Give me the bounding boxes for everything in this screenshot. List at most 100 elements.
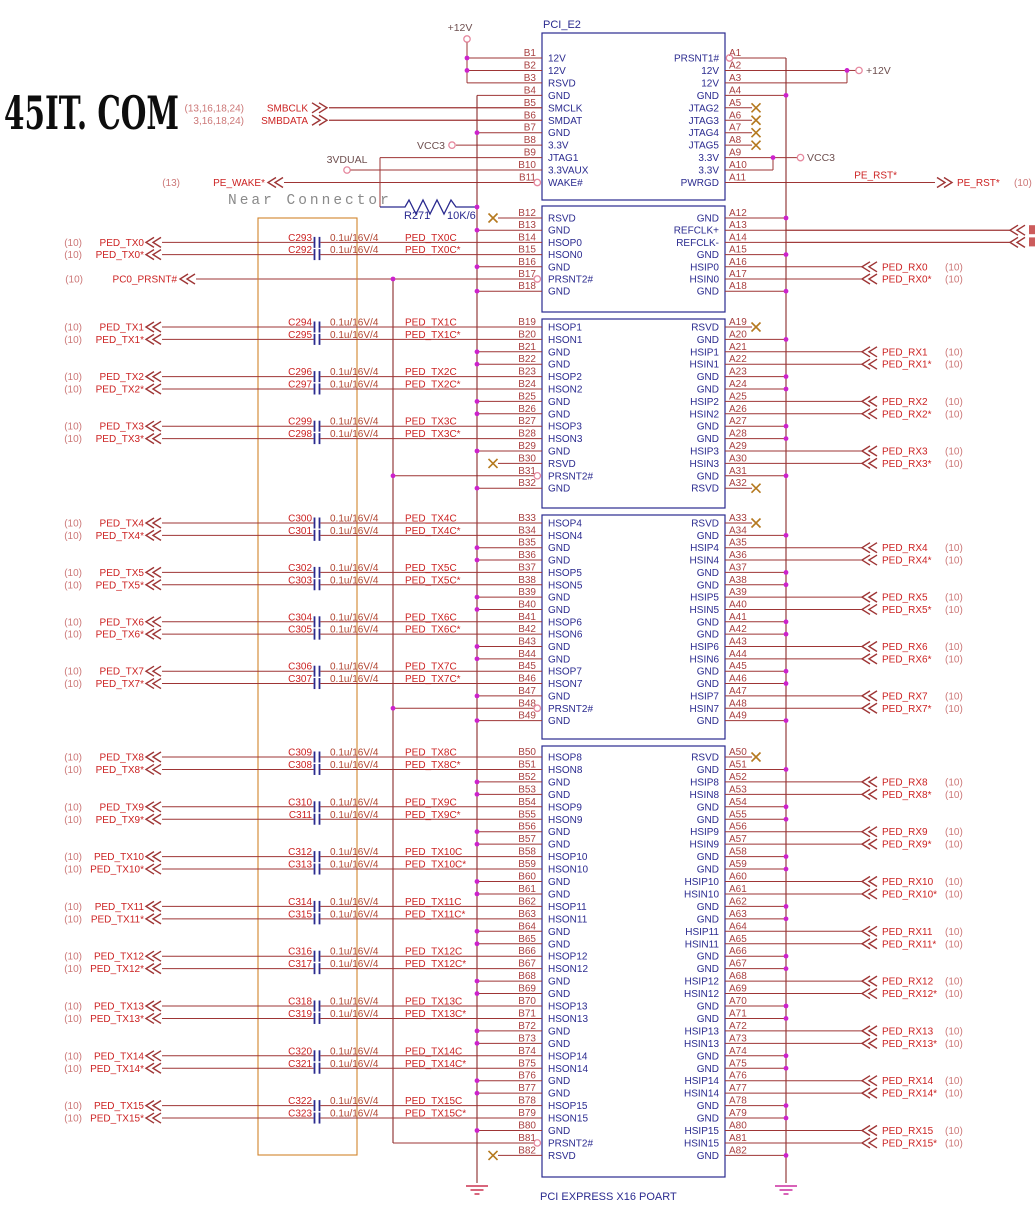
svg-text:GND: GND <box>548 790 570 801</box>
svg-text:A7: A7 <box>729 123 742 134</box>
tx-channel-0: (10) PED_TX0 C293 0.1u/16V/4 PED_TX0C (10) PED… <box>64 233 542 261</box>
pin-A17: A17 HSIN0 <box>690 269 748 286</box>
pin-A4: A4 GND <box>697 85 786 102</box>
svg-text:A13: A13 <box>729 220 747 231</box>
svg-text:(10): (10) <box>945 642 963 653</box>
pin-B41: B41 HSOP6 <box>518 612 582 629</box>
pin-A54: A54 GND <box>697 797 786 813</box>
svg-text:0.1u/16V/4: 0.1u/16V/4 <box>330 1046 379 1057</box>
svg-text:HSOP5: HSOP5 <box>548 568 582 579</box>
svg-text:PED_TX1C*: PED_TX1C* <box>405 330 461 341</box>
rx-channel-12: PED_RX12 (10) PED_RX12* (10) <box>725 975 963 1000</box>
pin-A59: A59 GND <box>697 859 786 876</box>
svg-text:B52: B52 <box>518 772 536 783</box>
svg-text:HSOP13: HSOP13 <box>548 1002 588 1013</box>
svg-text:HSON2: HSON2 <box>548 385 583 396</box>
pin-A75: A75 GND <box>697 1058 786 1075</box>
svg-text:PED_TX12C: PED_TX12C <box>405 947 462 958</box>
svg-text:GND: GND <box>697 287 719 298</box>
svg-text:(10): (10) <box>945 593 963 604</box>
svg-text:GND: GND <box>697 1051 719 1062</box>
svg-text:PED_TX13C*: PED_TX13C* <box>405 1009 466 1020</box>
svg-text:B80: B80 <box>518 1121 536 1132</box>
svg-text:PED_RX14: PED_RX14 <box>882 1076 934 1087</box>
svg-text:A15: A15 <box>729 245 747 256</box>
svg-text:PED_TX8: PED_TX8 <box>100 753 145 764</box>
svg-text:C292: C292 <box>288 245 312 256</box>
svg-text:0.1u/16V/4: 0.1u/16V/4 <box>330 514 379 525</box>
svg-text:(10): (10) <box>945 790 963 801</box>
pin-B46: B46 HSON7 <box>518 674 583 691</box>
svg-text:PED_TX1*: PED_TX1* <box>96 335 144 346</box>
svg-text:0.1u/16V/4: 0.1u/16V/4 <box>330 367 379 378</box>
svg-text:A76: A76 <box>729 1071 747 1082</box>
svg-text:PED_TX14C*: PED_TX14C* <box>405 1059 466 1070</box>
svg-text:(10): (10) <box>64 385 82 396</box>
pin-A50: A50 RSVD <box>691 747 762 764</box>
svg-text:PED_TX6C*: PED_TX6C* <box>405 625 461 636</box>
rx-channel-11: PED_RX11 (10) PED_RX11* (10) <box>725 925 963 950</box>
pin-A61: A61 HSIN10 <box>684 884 747 901</box>
pin-A29: A29 HSIP3 <box>690 441 747 458</box>
svg-text:GND: GND <box>548 989 570 1000</box>
svg-text:GND: GND <box>697 568 719 579</box>
svg-text:PED_RX11*: PED_RX11* <box>882 939 936 950</box>
pin-B61: B61 GND <box>477 884 570 900</box>
pin-A2: A2 12V <box>701 60 847 77</box>
svg-text:HSIP13: HSIP13 <box>685 1026 720 1037</box>
svg-text:B38: B38 <box>518 575 536 586</box>
svg-text:GND: GND <box>697 531 719 542</box>
svg-text:B47: B47 <box>518 686 536 697</box>
svg-text:A67: A67 <box>729 959 747 970</box>
svg-text:B12: B12 <box>518 208 536 219</box>
svg-text:PED_TX3: PED_TX3 <box>100 422 145 433</box>
svg-text:0.1u/16V/4: 0.1u/16V/4 <box>330 1109 379 1120</box>
svg-text:B59: B59 <box>518 859 536 870</box>
pin-B52: B52 GND <box>477 772 570 788</box>
svg-text:(10): (10) <box>64 1002 82 1013</box>
pin-B58: B58 HSOP10 <box>518 847 588 864</box>
svg-text:(10): (10) <box>945 927 963 938</box>
svg-text:GND: GND <box>548 409 570 420</box>
pin-B65: B65 GND <box>477 934 570 950</box>
pin-B10: B10 3.3VAUX <box>351 160 589 177</box>
svg-text:A22: A22 <box>729 354 747 365</box>
svg-text:GND: GND <box>697 1101 719 1112</box>
svg-text:A70: A70 <box>729 996 747 1007</box>
pin-A33: A33 RSVD <box>691 513 762 530</box>
pin-B4: B4 GND <box>477 85 570 102</box>
svg-text:PED_TX9C: PED_TX9C <box>405 797 457 808</box>
rx-channel-15: PED_RX15 (10) PED_RX15* (10) <box>725 1124 963 1149</box>
svg-text:B15: B15 <box>518 245 536 256</box>
svg-text:B81: B81 <box>518 1133 536 1144</box>
svg-text:B26: B26 <box>518 404 536 415</box>
svg-text:SMBDATA: SMBDATA <box>261 116 308 127</box>
pin-A42: A42 GND <box>697 624 786 641</box>
svg-text:(10): (10) <box>64 667 82 678</box>
svg-text:GND: GND <box>548 397 570 408</box>
pin-A81: A81 HSIN15 <box>684 1133 747 1150</box>
pin-B68: B68 GND <box>477 971 570 988</box>
svg-text:PED_RX6: PED_RX6 <box>882 642 928 653</box>
svg-text:(10): (10) <box>945 877 963 888</box>
svg-text:(10): (10) <box>945 459 963 470</box>
svg-text:B9: B9 <box>524 148 537 159</box>
svg-text:12V: 12V <box>548 66 566 77</box>
svg-text:GND: GND <box>697 902 719 913</box>
tx-channel-6: (10) PED_TX6 C304 0.1u/16V/4 PED_TX6C (10) PED… <box>64 612 542 641</box>
svg-text:PED_TX5C*: PED_TX5C* <box>405 575 461 586</box>
pin-A49: A49 GND <box>697 711 786 727</box>
svg-text:B30: B30 <box>518 453 536 464</box>
svg-text:SMDAT: SMDAT <box>548 116 582 127</box>
pin-A60: A60 HSIP10 <box>685 872 748 889</box>
pin-B9: B9 JTAG1 <box>380 148 579 164</box>
pin-B82: B82 RSVD <box>487 1145 576 1162</box>
svg-text:3.3VAUX: 3.3VAUX <box>548 166 589 177</box>
svg-text:0.1u/16V/4: 0.1u/16V/4 <box>330 1009 379 1020</box>
pin-B34: B34 HSON4 <box>518 525 583 542</box>
pin-A68: A68 HSIP12 <box>685 971 748 988</box>
svg-text:B20: B20 <box>518 329 536 340</box>
svg-text:PED_RX12*: PED_RX12* <box>882 989 937 1000</box>
tx-channel-13: (10) PED_TX13 C318 0.1u/16V/4 PED_TX13C (10) P… <box>64 997 542 1025</box>
svg-text:PED_TX13*: PED_TX13* <box>90 1014 144 1025</box>
